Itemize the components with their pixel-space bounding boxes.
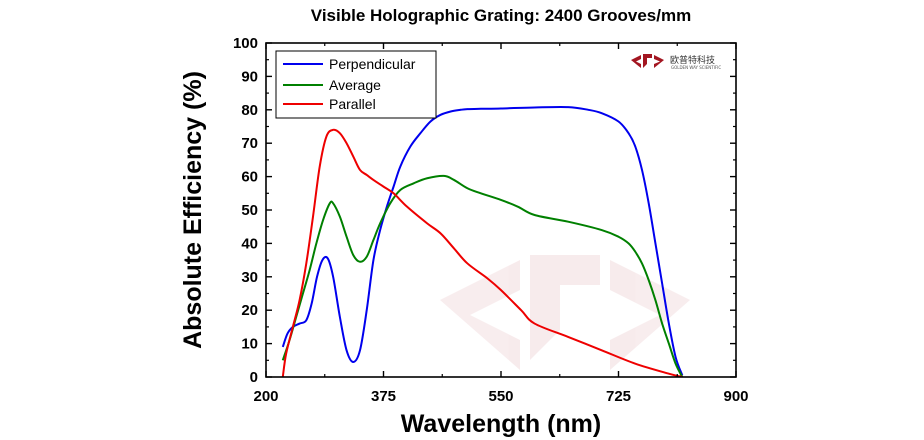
- x-tick-label: 900: [723, 388, 748, 405]
- plot-lines: [281, 105, 684, 377]
- y-tick-label: 50: [241, 202, 258, 219]
- series-line-parallel: [281, 128, 683, 377]
- legend-label-parallel: Parallel: [329, 96, 376, 112]
- x-tick-label: 725: [606, 388, 631, 405]
- y-tick-label: 20: [241, 302, 258, 319]
- company-logo: 欧普特科技 GOLDEN WAY SCIENTIFIC: [631, 54, 721, 70]
- chart-title: Visible Holographic Grating: 2400 Groove…: [311, 6, 691, 25]
- y-tick-label: 80: [241, 102, 258, 119]
- logo-name: 欧普特科技: [670, 54, 715, 66]
- y-tick-label: 60: [241, 169, 258, 186]
- x-tick-label: 200: [253, 388, 278, 405]
- y-tick-label: 10: [241, 336, 258, 353]
- x-axis-label: Wavelength (nm): [401, 410, 601, 438]
- series-line-average: [281, 174, 684, 377]
- x-tick-label: 375: [371, 388, 396, 405]
- x-tick-label: 550: [488, 388, 513, 405]
- legend-label-average: Average: [329, 77, 381, 93]
- y-tick-label: 100: [233, 35, 258, 52]
- y-axis-label: Absolute Efficiency (%): [179, 71, 207, 349]
- logo-subtitle: GOLDEN WAY SCIENTIFIC: [671, 65, 721, 70]
- y-tick-label: 70: [241, 135, 258, 152]
- axis-ticks: 200 375 550 725 900 0 10 20 30 40 50 60 70 80 90 100: [233, 35, 749, 405]
- legend: Perpendicular Average Parallel: [275, 50, 437, 119]
- y-tick-label: 40: [241, 235, 258, 252]
- legend-label-perpendicular: Perpendicular: [329, 56, 416, 72]
- watermark: [440, 255, 690, 370]
- y-tick-label: 30: [241, 269, 258, 286]
- logo-mark-icon: [631, 54, 664, 68]
- series-line-perpendicular: [281, 105, 684, 376]
- y-tick-label: 0: [250, 369, 258, 386]
- y-tick-label: 90: [241, 68, 258, 85]
